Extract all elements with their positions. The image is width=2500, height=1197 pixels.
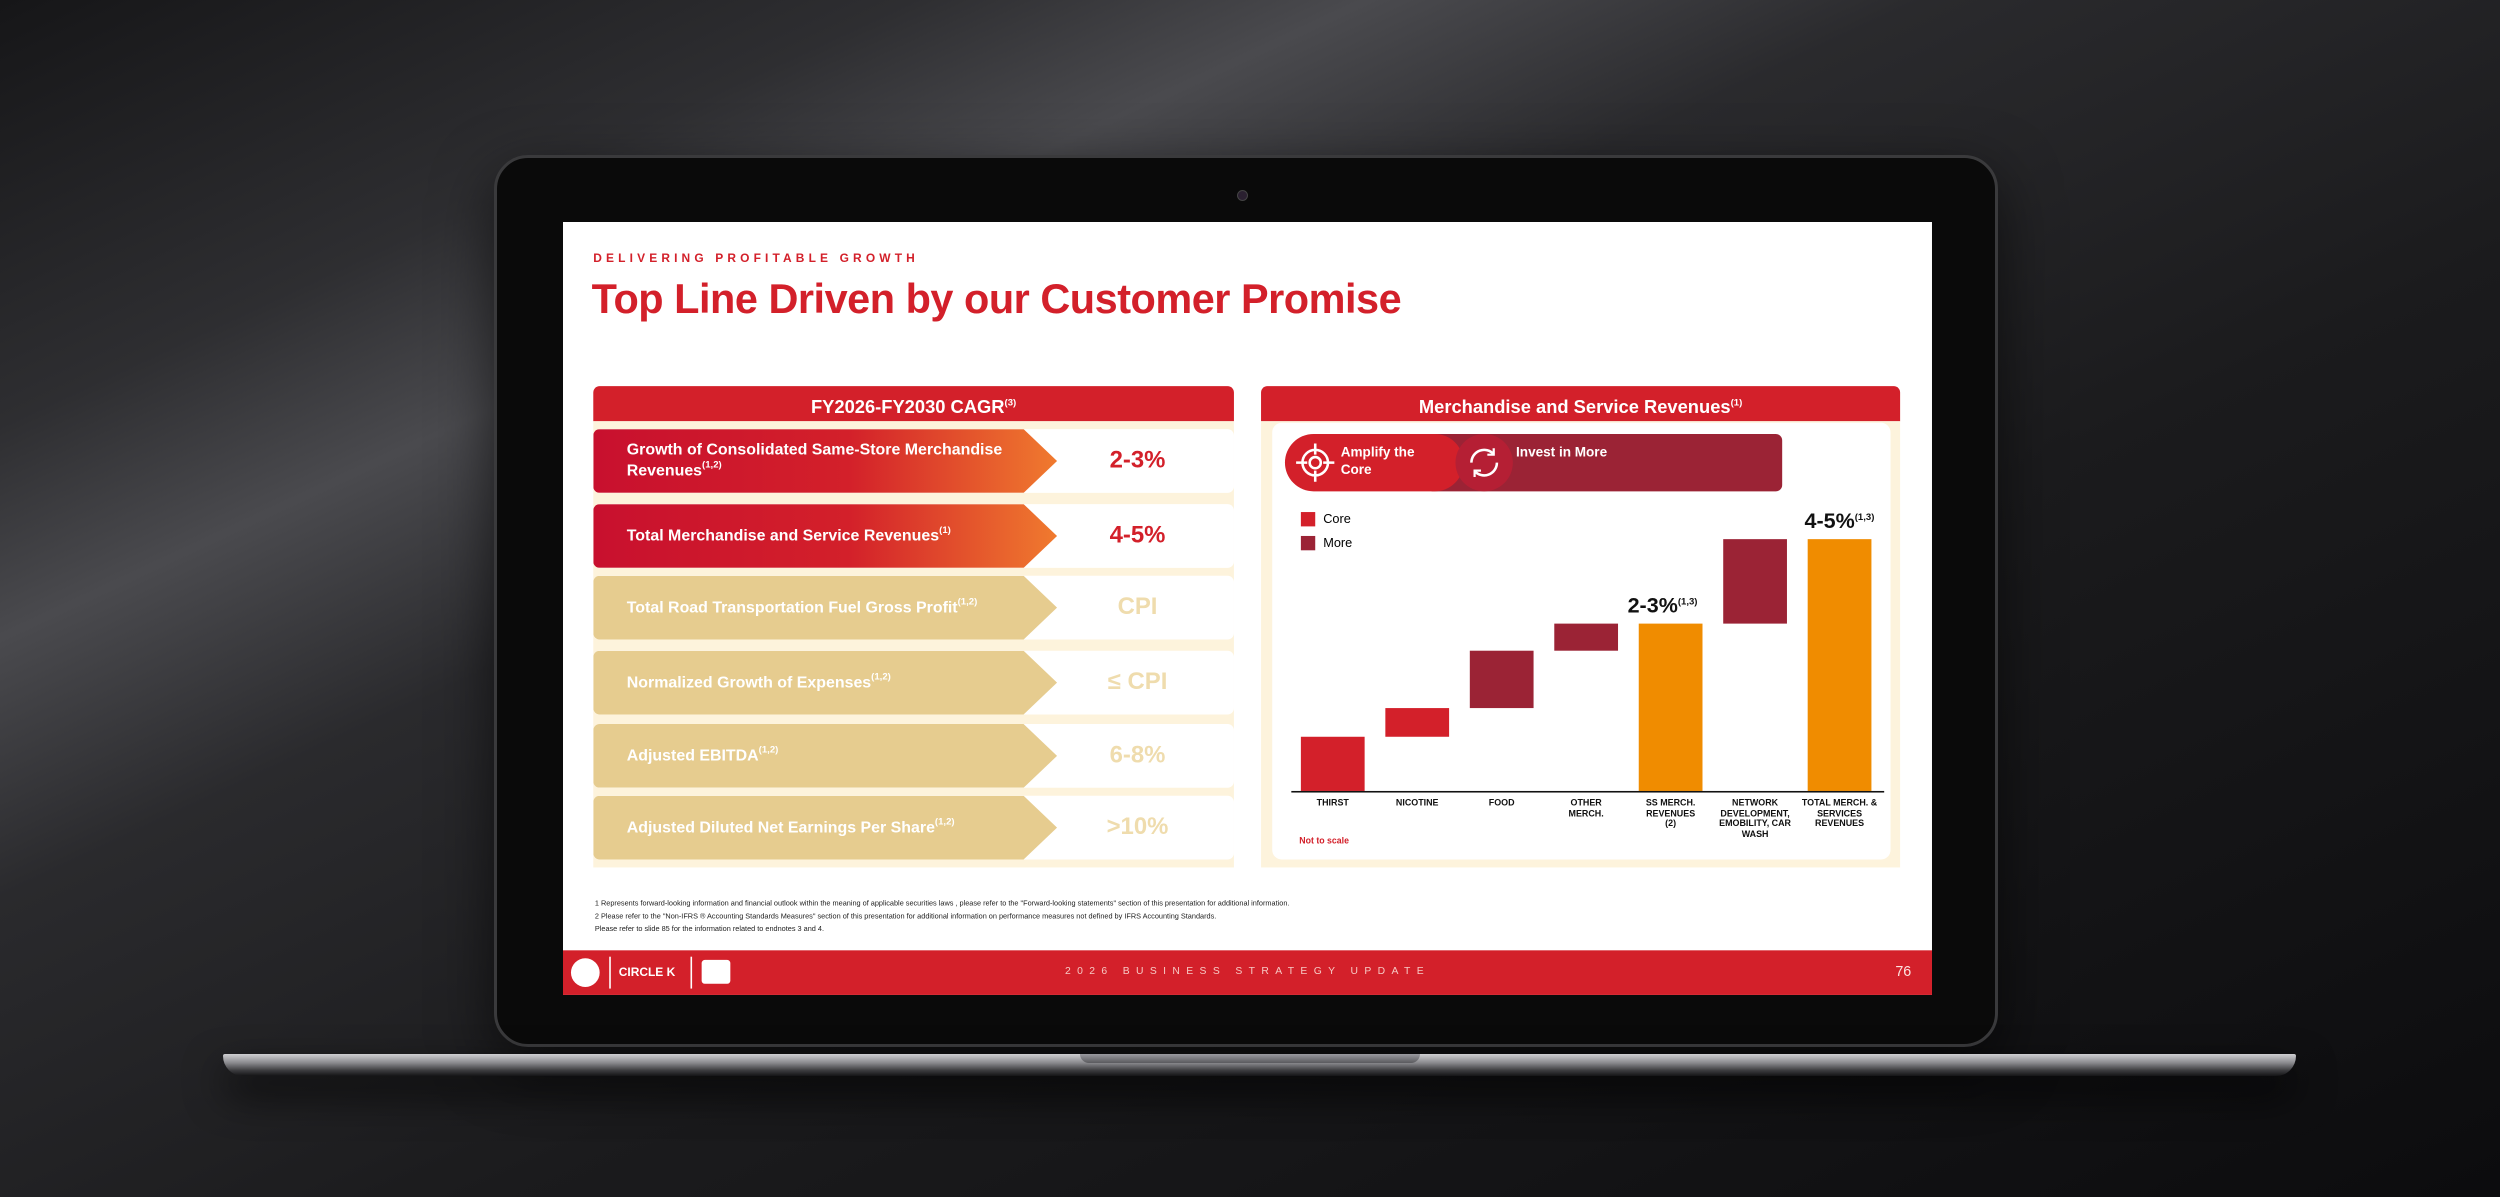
label-text: Adjusted Diluted Net Earnings Per Share [626,818,935,837]
category-label: THIRST [1316,798,1349,809]
bar [1723,539,1787,624]
label-text: Total Merchandise and Service Revenues [626,527,940,545]
kicker: DELIVERING PROFITABLE GROWTH [593,250,919,266]
panel-bg [593,421,1234,868]
bar-label: 4-5%(1,3) [1804,509,1874,533]
row-label: Adjusted Diluted Net Earnings Per Share(… [627,817,1009,838]
panel-header: FY2026-FY2030 CAGR(3) [593,386,1234,422]
bar [1638,623,1703,791]
row-label: Growth of Consolidated Same-Store Mercha… [627,441,1009,481]
footer-text: 2026 BUSINESS STRATEGY UPDATE [1064,966,1431,978]
superscript: (1,2) [871,672,891,682]
category-label: TOTAL MERCH. & SERVICES REVENUES [1801,798,1878,830]
row-arrow: Growth of Consolidated Same-Store Mercha… [593,429,1058,493]
superscript: (1,3) [1677,598,1698,608]
footnote: 2 Please refer to the "Non-IFRS ® Accoun… [594,912,1217,921]
superscript: (1,2) [957,597,978,607]
row-value: ≤ CPI [1107,668,1168,696]
category-label: OTHER MERCH. [1568,798,1604,820]
legend-swatch [1300,535,1316,551]
row-arrow: Total Road Transportation Fuel Gross Pro… [593,575,1058,640]
row-value: 4-5% [1109,521,1166,549]
label-text: Total Road Transportation Fuel Gross Pro… [626,598,958,617]
separator [609,956,611,989]
separator [690,956,693,989]
row-arrow: Normalized Growth of Expenses(1,2) [593,650,1058,715]
footnote: Please refer to slide 85 for the informa… [594,924,825,933]
row-label: Total Merchandise and Service Revenues(1… [627,526,1009,547]
row-label: Adjusted EBITDA(1,2) [627,746,1009,767]
slide-title: Top Line Driven by our Customer Promise [591,274,1402,323]
category-label: NICOTINE [1395,798,1439,809]
baseline [1291,790,1885,793]
bar [1300,736,1365,791]
panel-title: Merchandise and Service Revenues [1418,398,1731,419]
bar-label-text: 2-3% [1627,593,1678,618]
page-number: 76 [1895,963,1912,980]
row-label: Normalized Growth of Expenses(1,2) [627,672,1009,693]
bar [1554,623,1619,651]
row-value: CPI [1117,593,1158,621]
logo-mark [701,959,731,984]
superscript: (1,2) [702,460,722,470]
bar [1807,539,1872,791]
panel-title: FY2026-FY2030 CAGR [810,398,1005,419]
logo-text: CIRCLE K [618,964,676,980]
superscript: (1,3) [1854,513,1875,524]
category-label: SS MERCH. REVENUES (2) [1645,798,1696,830]
legend-swatch [1300,512,1316,527]
superscript: (1,2) [934,817,955,827]
label-text: Normalized Growth of Expenses [626,673,872,692]
label-text: Adjusted EBITDA [626,747,759,765]
bar-label: 2-3%(1,3) [1628,593,1698,617]
bar [1385,708,1450,737]
superscript: (3) [1004,398,1017,409]
laptop-base [223,1054,2296,1076]
slide: DELIVERING PROFITABLE GROWTH Top Line Dr… [563,222,1932,995]
amplify-label: Amplify the Core [1340,443,1415,477]
laptop-notch [1080,1054,1420,1063]
superscript: (1) [939,525,951,536]
panel-header: Merchandise and Service Revenues(1) [1261,386,1901,422]
cycle-icon [1470,448,1499,477]
superscript: (1,2) [758,745,779,756]
invest-label: Invest in More [1516,443,1608,460]
row-label: Total Road Transportation Fuel Gross Pro… [627,597,1009,618]
row-arrow: Adjusted EBITDA(1,2) [593,724,1058,788]
legend-label: More [1323,535,1353,551]
invest-icon-bg [1455,433,1513,492]
target-icon [1296,443,1335,482]
legend-label: Core [1323,512,1351,527]
row-value: 6-8% [1109,741,1166,769]
row-arrow: Total Merchandise and Service Revenues(1… [593,504,1058,568]
footnote: 1 Represents forward-looking information… [594,899,1290,908]
logo-mark [570,958,600,987]
row-value: 2-3% [1109,446,1166,474]
category-label: NETWORK DEVELOPMENT, EMOBILITY, CAR WASH [1719,798,1791,841]
category-label: FOOD [1488,798,1515,809]
row-arrow: Adjusted Diluted Net Earnings Per Share(… [593,795,1058,860]
row-value: >10% [1106,813,1169,841]
bar-label-text: 4-5% [1804,508,1855,533]
bar [1469,650,1534,709]
footer-bar [563,950,1932,995]
label-text: Growth of Consolidated Same-Store Mercha… [626,441,1003,480]
camera [1237,190,1248,201]
note: Not to scale [1299,837,1349,847]
superscript: (1) [1730,398,1743,409]
